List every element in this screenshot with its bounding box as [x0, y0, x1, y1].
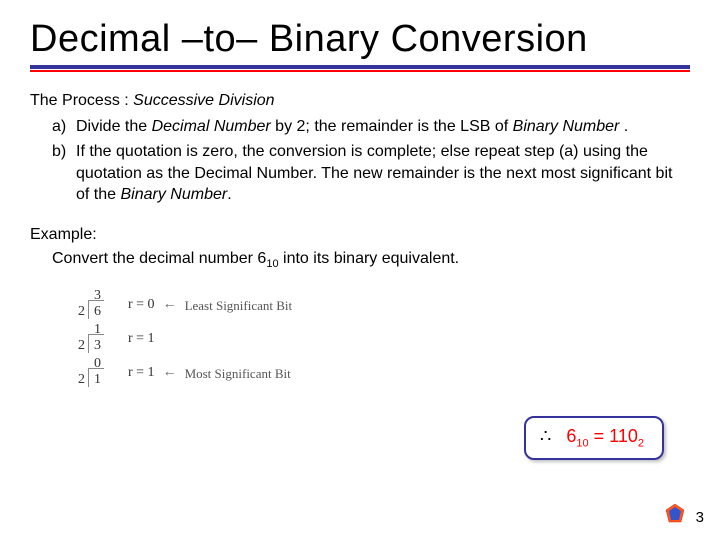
division-step: 1 2 3 r = 1 — [78, 324, 408, 356]
arrow-2: ← — [163, 364, 177, 383]
item-b-italic: Binary Number — [120, 186, 227, 203]
content-area: The Process : Successive Division a) Div… — [30, 90, 690, 390]
list-text-b: If the quotation is zero, the conversion… — [76, 141, 690, 206]
list-marker-b: b) — [52, 141, 76, 206]
remainder-2: r = 1 — [128, 364, 155, 383]
list-item: a) Divide the Decimal Number by 2; the r… — [52, 116, 690, 138]
division-step: 0 2 1 r = 1 ← Most Significant Bit — [78, 358, 408, 390]
example-prompt: Convert the decimal number 610 into its … — [52, 248, 690, 272]
list-marker-a: a) — [52, 116, 76, 138]
process-list: a) Divide the Decimal Number by 2; the r… — [52, 116, 690, 206]
slide-logo-icon — [664, 503, 686, 530]
process-heading: The Process : Successive Division — [30, 90, 690, 112]
list-text-a: Divide the Decimal Number by 2; the rema… — [76, 116, 690, 138]
item-b-post: . — [227, 186, 231, 203]
example-block: Example: Convert the decimal number 610 … — [30, 224, 690, 272]
process-label-italic: Successive Division — [133, 92, 274, 109]
remainder-0: r = 0 — [128, 296, 155, 315]
dividend-0: 6 — [94, 303, 101, 322]
result-rhs: 110 — [609, 426, 638, 446]
result-lhs-sub: 10 — [576, 438, 588, 450]
dividend-2: 1 — [94, 371, 101, 390]
page-number: 3 — [696, 509, 704, 526]
slide-title: Decimal –to– Binary Conversion — [30, 18, 690, 61]
result-rhs-sub: 2 — [638, 438, 644, 450]
dividend-1: 3 — [94, 337, 101, 356]
division-step: 3 2 6 r = 0 ← Least Significant Bit — [78, 290, 408, 322]
example-post: into its binary equivalent. — [279, 250, 460, 267]
remainder-1: r = 1 — [128, 330, 155, 349]
result-lhs: 6 — [566, 426, 576, 446]
bit-label-0: Least Significant Bit — [185, 297, 293, 315]
process-label-pre: The Process : — [30, 92, 133, 109]
item-a-italic2: Binary Number — [513, 118, 620, 135]
item-a-post: . — [619, 118, 628, 135]
long-division-diagram: 3 2 6 r = 0 ← Least Significant Bit 1 2 … — [78, 290, 408, 390]
divisor-2: 2 — [78, 371, 85, 390]
arrow-0: ← — [163, 296, 177, 315]
example-pre: Convert the decimal number 6 — [52, 250, 266, 267]
item-a-pre: Divide the — [76, 118, 152, 135]
bit-label-2: Most Significant Bit — [185, 365, 291, 383]
result-box: ∴ 610 = 1102 — [524, 416, 664, 460]
divisor-0: 2 — [78, 303, 85, 322]
example-heading: Example: — [30, 224, 690, 246]
result-eq: = — [589, 426, 610, 446]
item-a-mid: by 2; the remainder is the LSB of — [271, 118, 513, 135]
example-sub: 10 — [266, 258, 278, 270]
title-underline — [30, 65, 690, 72]
therefore-symbol: ∴ — [540, 426, 551, 446]
divisor-1: 2 — [78, 337, 85, 356]
list-item: b) If the quotation is zero, the convers… — [52, 141, 690, 206]
result-expression: 610 = 1102 — [566, 426, 644, 446]
item-a-italic1: Decimal Number — [152, 118, 271, 135]
